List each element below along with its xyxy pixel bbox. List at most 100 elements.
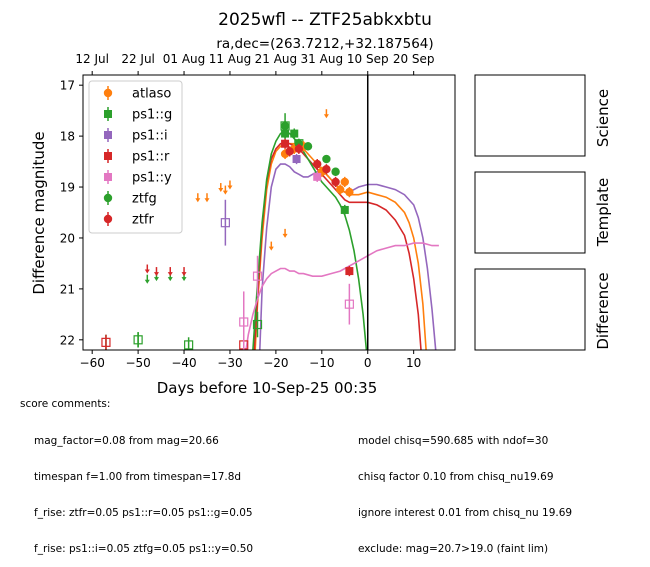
legend-label: ps1::r	[132, 150, 170, 165]
legend-marker-square	[104, 173, 112, 181]
data-point-ztfr	[313, 159, 322, 169]
data-point-ztfg	[303, 142, 313, 151]
upper-limit-arrow	[323, 114, 329, 119]
legend-marker-circle	[103, 214, 113, 224]
x-tick-label: −40	[171, 356, 196, 370]
legend-marker-square	[104, 110, 112, 118]
comment-line: timespan f=1.00 from timespan=17.8d	[34, 471, 242, 483]
y-axis-label: Difference magnitude	[30, 131, 48, 294]
science-panel-label: Science	[594, 89, 612, 147]
nondetection-square	[220, 218, 230, 228]
data-point-ps1-g	[290, 129, 299, 138]
top-tick-label: 21 Aug	[255, 52, 298, 66]
top-tick-label: 12 Jul	[75, 52, 109, 66]
top-tick-label: 31 Aug	[301, 52, 344, 66]
legend-marker-circle	[103, 193, 113, 203]
chart-subtitle: ra,dec=(263.7212,+32.187564)	[216, 36, 433, 52]
plot-frame	[82, 74, 456, 351]
nondetection-square	[101, 337, 111, 347]
legend-label: ps1::y	[132, 171, 172, 186]
legend-marker-square	[104, 152, 112, 160]
comment-line: exclude: mag=20.7>19.0 (faint lim)	[358, 543, 549, 555]
upper-limit-arrow	[144, 269, 150, 274]
top-tick-label: 20 Sep	[393, 52, 435, 66]
comment-line: ignore interest 0.01 from chisq_nu 19.69	[358, 507, 573, 519]
legend-box	[88, 80, 183, 234]
fit-curve-ps1-r	[253, 142, 422, 350]
data-point-ps1-r	[345, 267, 354, 276]
data-point-atlaso	[345, 187, 354, 197]
nondetection-square	[133, 335, 143, 345]
data-point-ztfr	[322, 165, 331, 174]
data-point-ps1-i	[292, 155, 301, 164]
score-comments-header: score comments:	[20, 398, 111, 410]
upper-limit-arrow	[195, 198, 201, 203]
plot-area: −60 −50 −40 −30 −20 −10 0 10 17 18 19 20 21 22 12 Jul 2…	[60, 52, 456, 370]
upper-limit-arrow	[268, 246, 274, 251]
x-tick-label: −50	[125, 356, 150, 370]
nondetection-square	[252, 319, 263, 330]
fit-curve-ps1-g	[252, 130, 368, 350]
x-tick-label: 0	[364, 356, 372, 370]
top-tick-label: 10 Sep	[347, 52, 389, 66]
data-point-atlaso	[335, 185, 345, 194]
x-tick-label: 10	[406, 356, 421, 370]
x-tick-label: −20	[263, 356, 288, 370]
y-tick-label: 18	[60, 130, 75, 144]
fit-curve-atlaso	[254, 142, 427, 350]
upper-limit-arrow	[218, 188, 224, 193]
top-tick-label: 11 Aug	[209, 52, 252, 66]
upper-limit-arrow	[181, 277, 187, 282]
legend-marker-square	[104, 131, 112, 139]
upper-limit-arrow	[153, 277, 159, 282]
comment-line: model chisq=590.685 with ndof=30	[358, 435, 549, 447]
y-tick-label: 22	[60, 333, 75, 347]
y-tick-label: 19	[60, 181, 75, 195]
fit-curve-ps1-y	[245, 242, 439, 350]
upper-limit-arrow	[282, 233, 288, 238]
upper-limit-arrow	[204, 198, 210, 203]
data-point-atlaso	[340, 177, 349, 187]
upper-limit-arrow	[181, 272, 187, 277]
x-tick-label: −10	[309, 356, 334, 370]
nondetection-square	[252, 271, 263, 281]
x-axis-label: Days before 10-Sep-25 00:35	[157, 379, 378, 397]
data-point-ztfg	[280, 121, 290, 131]
upper-limit-arrow	[153, 272, 159, 277]
upper-limit-arrow	[222, 190, 228, 195]
chart-title: 2025wfl -- ZTF25abkxbtu	[218, 10, 432, 30]
y-tick-label: 20	[60, 231, 75, 245]
legend-label: ztfg	[132, 192, 157, 207]
nondetection-square	[239, 317, 249, 327]
upper-limit-arrow	[167, 277, 173, 282]
x-tick-label: −60	[80, 356, 105, 370]
upper-limit-arrow	[167, 272, 173, 277]
data-point-ztfr	[294, 144, 304, 154]
nondetection-square	[184, 340, 194, 350]
template-panel-label: Template	[594, 178, 612, 247]
difference-panel-label: Difference	[594, 272, 612, 349]
light-curve-chart: 2025wfl -- ZTF25abkxbtu ra,dec=(263.7212…	[30, 10, 612, 397]
plot-inner	[101, 75, 439, 350]
nondetection-square	[344, 299, 354, 309]
upper-limit-arrow	[227, 185, 233, 190]
comment-line: mag_factor=0.08 from mag=20.66	[34, 435, 219, 447]
legend-marker-circle	[103, 88, 113, 98]
data-point-ztfr	[331, 177, 340, 187]
x-tick-label: −30	[217, 356, 242, 370]
data-point-ztfr	[285, 147, 294, 156]
y-tick-label: 17	[60, 79, 75, 93]
comment-line: f_rise: ztfr=0.05 ps1::r=0.05 ps1::g=0.0…	[34, 507, 253, 519]
legend-label: atlaso	[132, 87, 171, 102]
comment-line: chisq factor 0.10 from chisq_nu19.69	[358, 471, 554, 483]
data-point-ztfg	[331, 167, 340, 176]
legend-label: ps1::i	[132, 129, 168, 144]
legend-label: ztfr	[132, 213, 154, 228]
upper-limit-arrow	[144, 279, 150, 284]
legend-label: ps1::g	[132, 108, 172, 123]
score-comments-right: model chisq=590.685 with ndof=30 chisq f…	[358, 411, 572, 567]
top-tick-label: 01 Aug	[163, 52, 206, 66]
score-comments-left: mag_factor=0.08 from mag=20.66 timespan …	[34, 411, 253, 567]
science-panel	[474, 74, 586, 157]
data-point-ztfg	[322, 154, 331, 164]
